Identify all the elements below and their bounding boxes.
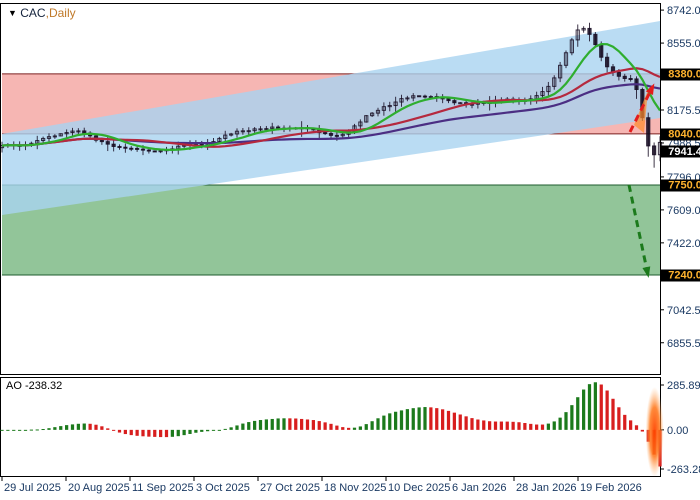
svg-text:7609.0: 7609.0 (667, 205, 700, 217)
svg-text:8742.0: 8742.0 (667, 5, 700, 17)
svg-text:6 Jan 2026: 6 Jan 2026 (452, 482, 506, 494)
svg-text:0.00: 0.00 (667, 425, 688, 437)
svg-text:8380.0: 8380.0 (668, 69, 700, 81)
svg-text:20 Aug 2025: 20 Aug 2025 (68, 482, 130, 494)
svg-text:6855.5: 6855.5 (667, 338, 700, 350)
svg-text:7422.0: 7422.0 (667, 238, 700, 250)
svg-text:3 Oct 2025: 3 Oct 2025 (196, 482, 250, 494)
svg-text:8040.0: 8040.0 (668, 129, 700, 141)
svg-text:29 Jul 2025: 29 Jul 2025 (4, 482, 61, 494)
svg-text:28 Jan 2026: 28 Jan 2026 (516, 482, 577, 494)
svg-text:-263.28: -263.28 (667, 464, 700, 476)
svg-text:8555.0: 8555.0 (667, 38, 700, 50)
svg-text:18 Nov 2025: 18 Nov 2025 (324, 482, 386, 494)
svg-text:27 Oct 2025: 27 Oct 2025 (260, 482, 320, 494)
svg-text:7042.5: 7042.5 (667, 305, 700, 317)
svg-text:19 Feb 2026: 19 Feb 2026 (580, 482, 642, 494)
svg-text:7750.0: 7750.0 (668, 180, 700, 192)
svg-text:7240.0: 7240.0 (668, 270, 700, 282)
svg-text:AO -238.32: AO -238.32 (6, 380, 62, 392)
svg-text:11 Sep 2025: 11 Sep 2025 (132, 482, 194, 494)
svg-text:285.89: 285.89 (667, 380, 700, 392)
svg-text:8175.5: 8175.5 (667, 105, 700, 117)
svg-text:10 Dec 2025: 10 Dec 2025 (388, 482, 450, 494)
svg-text:7941.4: 7941.4 (668, 146, 700, 158)
